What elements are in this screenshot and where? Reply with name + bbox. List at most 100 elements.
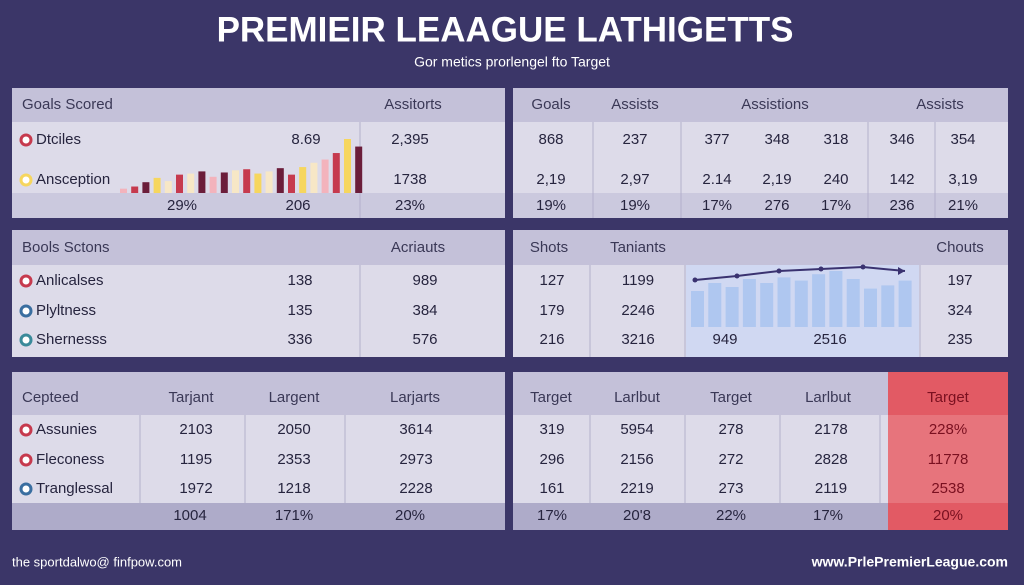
footer-cell: 29% [167,197,197,214]
mini-point [776,268,782,274]
footer-cell: 17% [537,507,567,524]
panel-band [12,230,505,265]
cell: 161 [539,480,564,497]
cell: 2,395 [391,131,429,148]
cell: 3216 [621,331,654,348]
cell: 2516 [813,331,846,348]
cell: 2,19 [762,171,791,188]
panel-band [12,415,505,503]
header-cell: Target [530,389,573,406]
header-cell: Acriauts [391,239,445,256]
cell: Anlicalses [36,272,104,289]
footer-cell: 21% [948,197,978,214]
cell: 2228 [399,480,432,497]
mini-bar [742,279,756,327]
mini-bar [310,162,318,193]
cell: 1972 [179,480,212,497]
cell: 228% [929,421,967,438]
mini-line [694,265,906,281]
footer-cell: 17% [813,507,843,524]
cell: Fleconess [36,451,104,468]
cell: 138 [287,272,312,289]
mini-bar [243,169,251,193]
row-icon [19,453,33,467]
mini-point [692,277,698,283]
mini-bar [812,274,826,327]
cell: 989 [412,272,437,289]
mini-bar [898,280,912,327]
footer-cell: 23% [395,197,425,214]
mini-bar [691,291,704,327]
header-cell: Assistions [741,96,809,113]
cell: 2103 [179,421,212,438]
footer-left: the sportdalwo@ finfpow.com [12,554,182,569]
mini-bar [209,176,217,193]
footer-cell: 22% [716,507,746,524]
cell: 1199 [622,272,654,289]
mini-bar [864,288,877,327]
cell: 240 [823,171,848,188]
footer-cell: 17% [821,197,851,214]
cell: 237 [622,131,647,148]
footer-cell: 171% [275,507,313,524]
cell: 384 [412,302,437,319]
mini-bar [777,277,791,327]
cell: 272 [718,451,743,468]
mini-bar [142,182,150,193]
footer-right: www.PrlePremierLeague.com [811,554,1008,570]
footer-cell: 236 [889,197,914,214]
footer-cell: 1004 [173,507,206,524]
header-cell: Assists [611,96,659,113]
mini-bar [794,280,808,327]
panel-band [513,230,1008,265]
panel-band [513,88,1008,122]
panel-band [12,265,505,357]
cell: 273 [718,480,743,497]
panel-band [12,193,505,218]
cell: 2050 [277,421,310,438]
header-cell: Assitorts [384,96,442,113]
row-icon [19,133,33,147]
mini-bar [355,146,363,193]
cell: 868 [538,131,563,148]
cell: 2246 [621,302,654,319]
cell: 354 [950,131,975,148]
mini-bar [276,168,284,193]
cell: 8.69 [291,131,320,148]
cell: Ansception [36,171,110,188]
mini-bar [198,171,206,193]
cell: 1218 [277,480,310,497]
header-cell: Taniants [610,239,666,256]
cell: 346 [889,131,914,148]
header-cell: Assists [916,96,964,113]
cell: Shernesss [36,331,107,348]
mini-bar [232,170,239,193]
cell: 319 [539,421,564,438]
cell: 179 [539,302,564,319]
cell: 2538 [931,480,964,497]
header-cell: Larjarts [390,389,440,406]
header-cell: Goals Scored [22,96,113,113]
cell: 2.14 [702,171,731,188]
mini-bar [176,174,183,193]
header-cell: Bools Sctons [22,239,110,256]
mini-bar [344,139,351,193]
mini-bar [131,186,139,193]
mini-bar [265,171,273,193]
footer-cell: 206 [285,197,310,214]
cell: 142 [889,171,914,188]
cell: 127 [539,272,564,289]
arrow-head [898,267,905,275]
mini-bar [760,283,774,327]
header-cell: Cepteed [22,389,79,406]
header-cell: Goals [531,96,570,113]
cell: Assunies [36,421,97,438]
mini-bar [881,285,895,327]
mini-bar [829,271,843,327]
footer-cell: 276 [764,197,789,214]
cell: 135 [287,302,312,319]
mini-bar [288,174,295,193]
subtitle: Gor metics prorlengel fto Target [414,54,610,70]
cell: 318 [823,131,848,148]
panel-band [513,122,1008,193]
